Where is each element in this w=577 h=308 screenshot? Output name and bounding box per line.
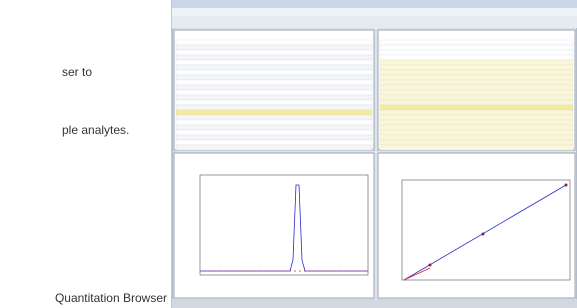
- table-row: [176, 80, 372, 85]
- chromatogram-plot: [200, 175, 368, 275]
- table-row: [176, 90, 372, 95]
- table-row: [176, 60, 372, 65]
- title-bar: [172, 0, 577, 8]
- table-row: [380, 100, 573, 105]
- table-row: [380, 80, 573, 85]
- table-row: [176, 45, 372, 50]
- toolbar: [172, 16, 577, 28]
- status-bar: [172, 299, 577, 308]
- table-row: [176, 75, 372, 80]
- table-row: [380, 135, 573, 140]
- table-row: [380, 85, 573, 90]
- table-row: [380, 95, 573, 100]
- page: {"body": {"lines": ["ser to", "ple analy…: [0, 0, 577, 308]
- table-row: [176, 130, 372, 135]
- table-row: [176, 120, 372, 125]
- table-row: [380, 40, 573, 45]
- table-row: [380, 130, 573, 135]
- calibration-plot: [402, 180, 570, 280]
- table-row: [380, 110, 573, 115]
- table-row: [380, 60, 573, 65]
- table-row: [176, 140, 372, 145]
- table-row: [380, 45, 573, 50]
- software-screenshot: [0, 0, 577, 308]
- table-row: [176, 65, 372, 70]
- table-row: [176, 105, 372, 110]
- table-row: [380, 50, 573, 55]
- table-row: [380, 115, 573, 120]
- table-row: [380, 120, 573, 125]
- table-row: [380, 55, 573, 60]
- table-row: [176, 135, 372, 140]
- table-row: [176, 110, 372, 115]
- table-row: [380, 125, 573, 130]
- table-row: [176, 55, 372, 60]
- table-row: [176, 125, 372, 130]
- calibration-point: [429, 264, 432, 267]
- calibration-point: [482, 233, 485, 236]
- table-row: [176, 95, 372, 100]
- table-row: [380, 70, 573, 75]
- table-row: [176, 115, 372, 120]
- page-body: ser to ple analytes. Quantitation Browse…: [0, 0, 577, 308]
- table-row: [380, 65, 573, 70]
- table-row: [380, 90, 573, 95]
- table-row: [176, 100, 372, 105]
- table-row: [176, 145, 372, 150]
- table-row: [380, 105, 573, 110]
- table-row: [380, 140, 573, 145]
- menu-bar: [172, 8, 577, 16]
- calibration-point: [565, 184, 568, 187]
- table-row: [176, 85, 372, 90]
- table-row: [176, 40, 372, 45]
- table-row: [176, 50, 372, 55]
- table-row: [380, 145, 573, 150]
- table-row: [176, 70, 372, 75]
- table-row: [380, 75, 573, 80]
